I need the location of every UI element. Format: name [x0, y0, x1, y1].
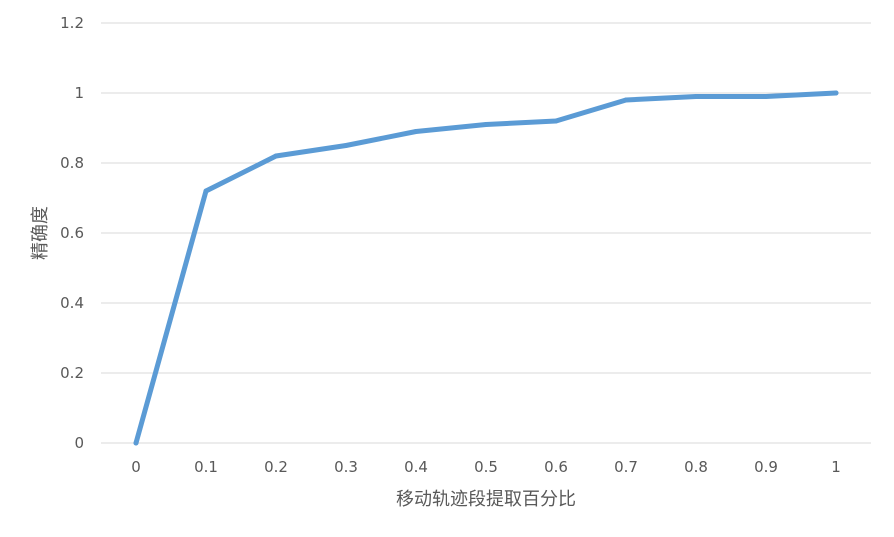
- x-tick-label: 0.5: [474, 458, 498, 476]
- x-tick-label: 0.4: [404, 458, 428, 476]
- data-point: [343, 143, 349, 148]
- x-tick-label: 1: [831, 458, 841, 476]
- data-point: [623, 97, 629, 103]
- x-tick-label: 0.8: [684, 458, 708, 476]
- y-tick-label: 0.6: [60, 224, 84, 242]
- y-tick-label: 1: [74, 84, 84, 102]
- series-line: [133, 90, 839, 446]
- data-point: [273, 153, 279, 159]
- y-tick-label: 1.2: [60, 14, 84, 32]
- data-point: [833, 90, 839, 96]
- data-point: [553, 118, 559, 124]
- y-tick-label: 0.4: [60, 294, 84, 312]
- data-point: [413, 129, 419, 134]
- data-point: [693, 94, 699, 99]
- gridlines: [101, 22, 871, 444]
- y-tick-label: 0: [74, 434, 84, 452]
- x-tick-label: 0.6: [544, 458, 568, 476]
- series-layer: [133, 90, 839, 446]
- data-point: [133, 440, 139, 446]
- x-tick-label: 0: [131, 458, 141, 476]
- y-tick-label: 0.2: [60, 364, 84, 382]
- x-tick-label: 0.7: [614, 458, 638, 476]
- data-point: [763, 94, 769, 99]
- y-tick-label: 0.8: [60, 154, 84, 172]
- x-tick-label: 0.3: [334, 458, 358, 476]
- y-axis-tick-labels: 0 0.2 0.4 0.6 0.8 1 1.2: [60, 14, 84, 452]
- x-axis-title: 移动轨迹段提取百分比: [396, 489, 576, 510]
- y-axis-title: 精确度: [30, 206, 51, 260]
- x-axis-tick-labels: 0 0.1 0.2 0.3 0.4 0.5 0.6 0.7 0.8 0.9 1: [131, 458, 841, 476]
- x-tick-label: 0.1: [194, 458, 218, 476]
- data-point: [483, 122, 489, 127]
- x-tick-label: 0.9: [754, 458, 778, 476]
- data-point: [203, 188, 209, 194]
- x-tick-label: 0.2: [264, 458, 288, 476]
